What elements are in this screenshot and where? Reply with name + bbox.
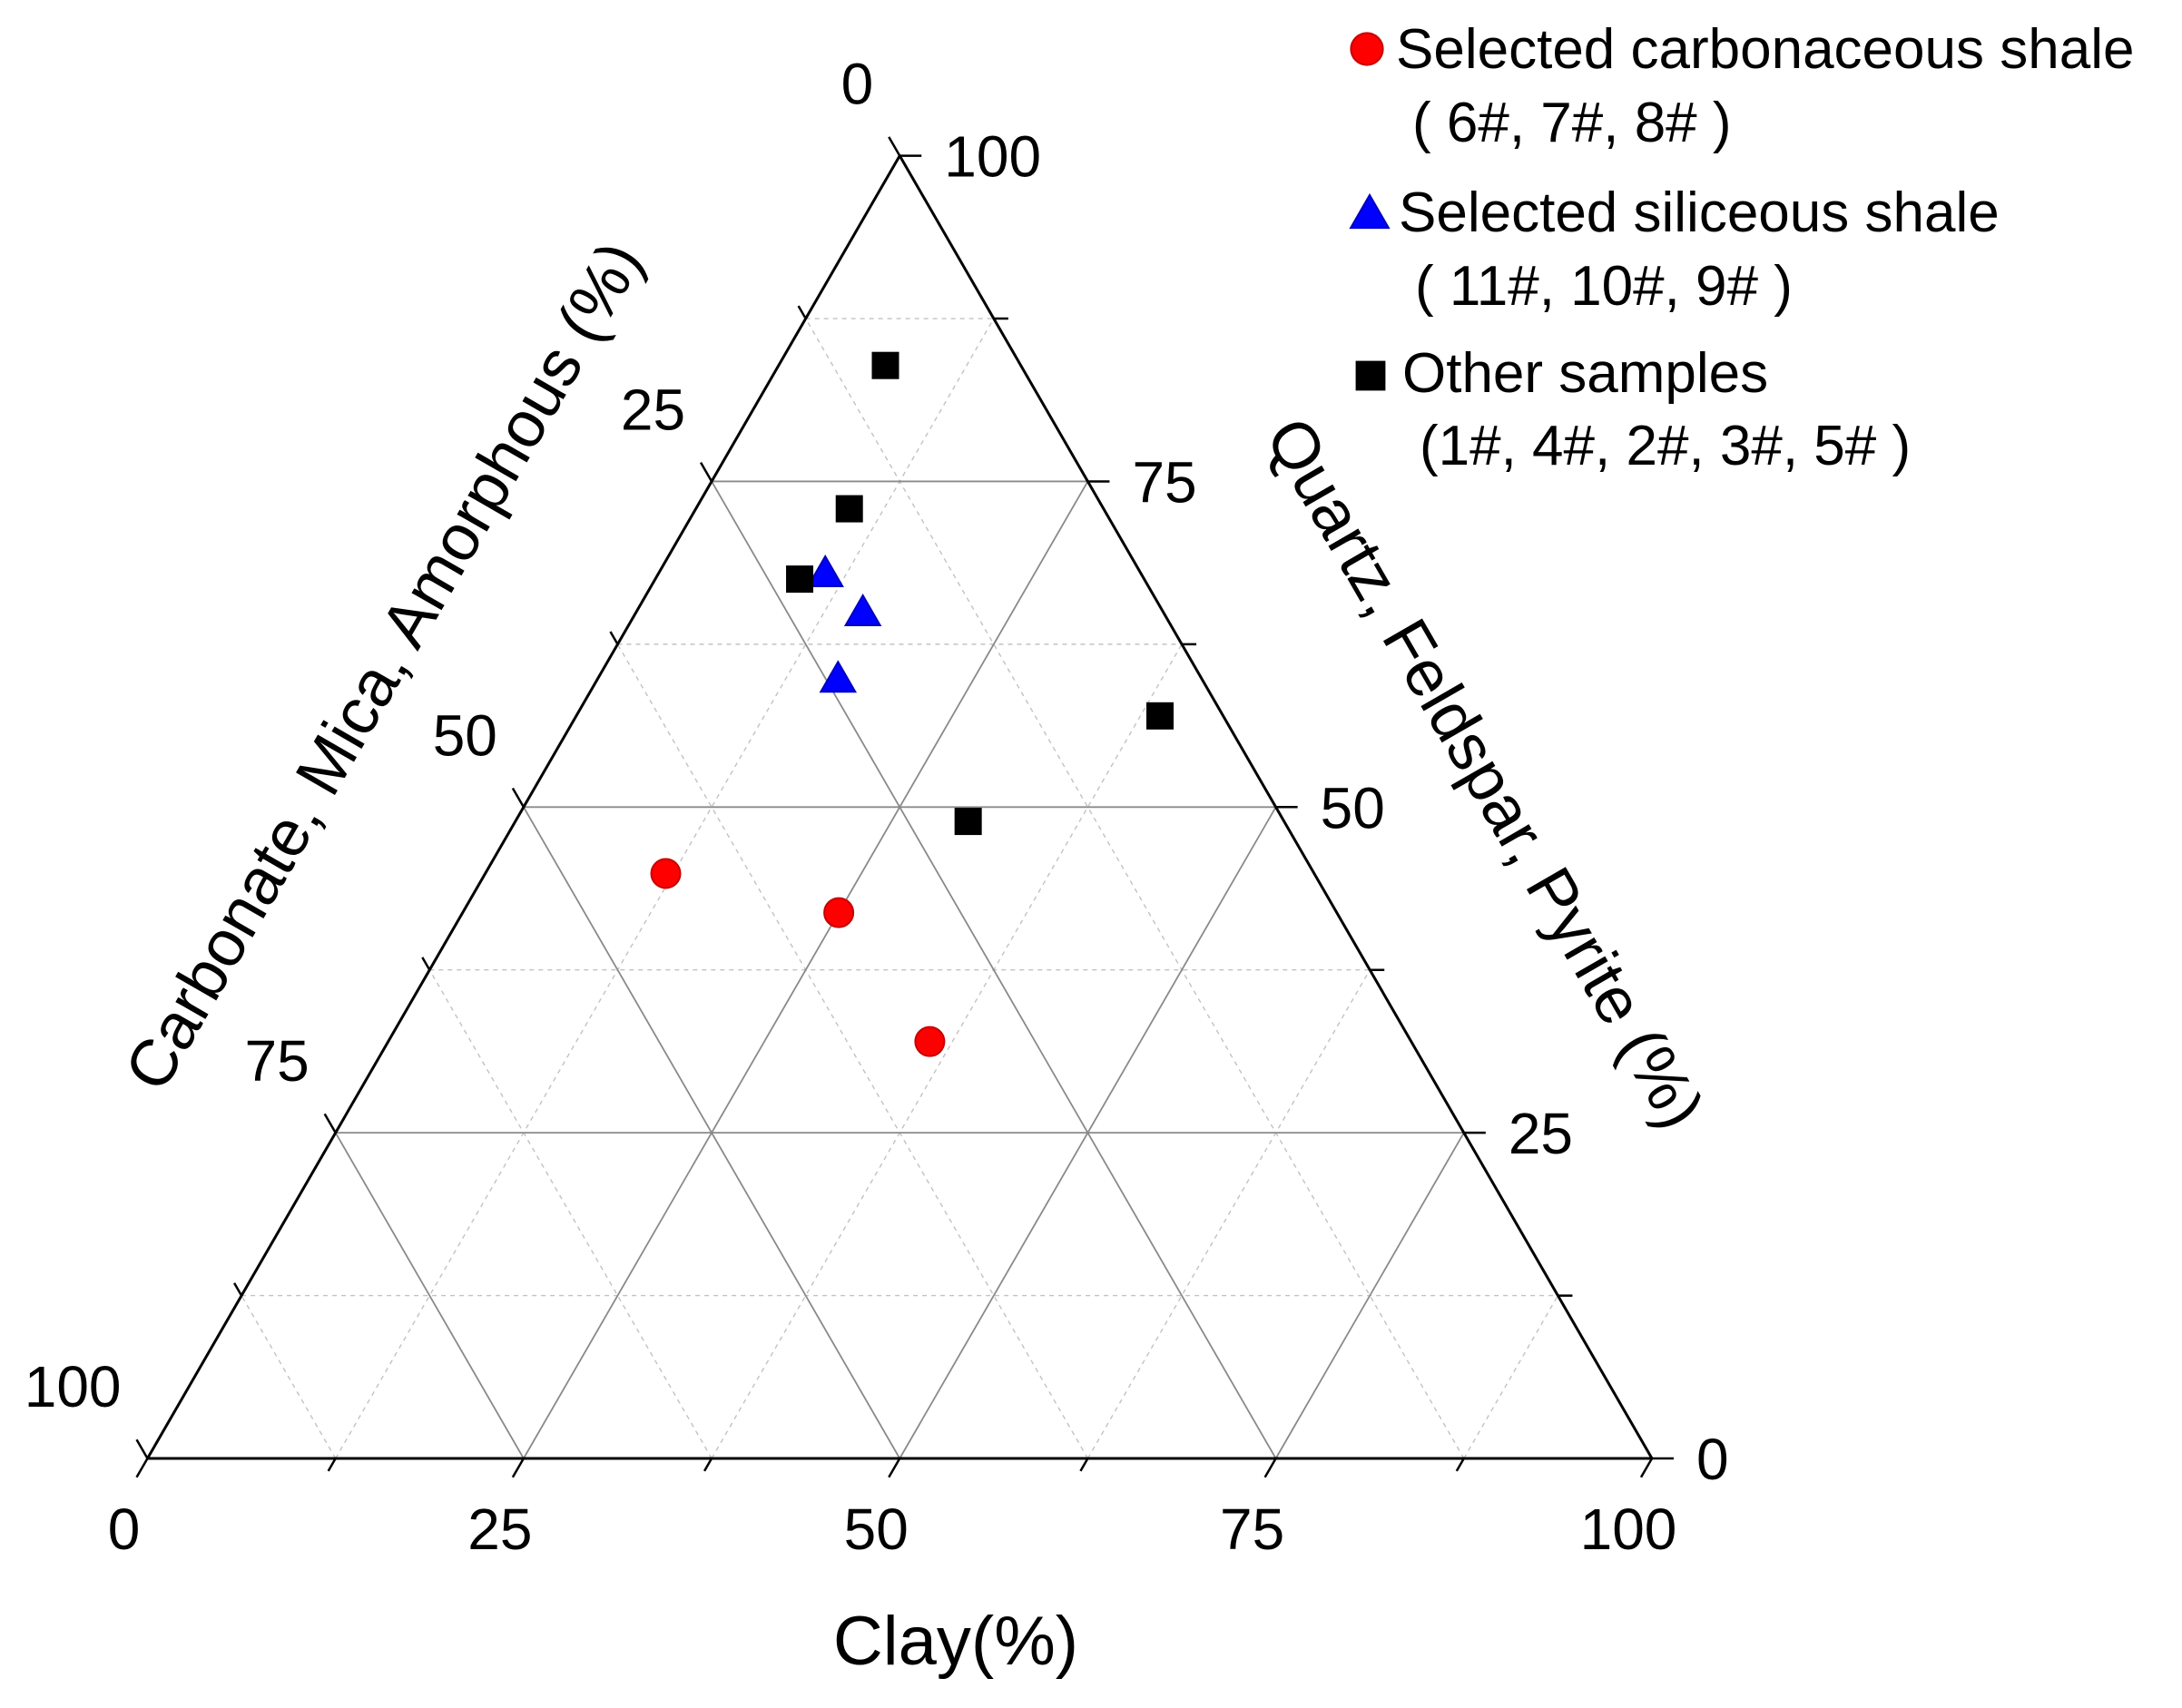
clay-tick-label-100: 100	[1580, 1497, 1677, 1562]
legend-marker-siliceous-shale-shape	[1349, 192, 1391, 230]
other-samples-point-5	[954, 808, 982, 836]
clay-axis-title: Clay(%)	[833, 1603, 1078, 1680]
legend-item-siliceous-shale: Selected siliceous shale ( 11#, 10#, 9# …	[1349, 182, 2000, 318]
legend-item-other-samples: Other samples (1#, 4#, 2#, 3#, 5# )	[1355, 342, 1911, 477]
carbonate-tick-label-100: 100	[25, 1354, 122, 1419]
data-points	[650, 351, 1174, 1057]
carbonate-minor-tick-62-5	[421, 957, 431, 971]
other-samples-point-4	[1145, 702, 1174, 730]
clay-tick-label-0: 0	[108, 1497, 141, 1562]
carbonate-tick-label-0: 0	[841, 52, 874, 117]
quartz-tick-label-75: 75	[1132, 449, 1196, 515]
carbonate-tick-100	[135, 1438, 149, 1459]
carbonate-minor-gridline-62-5	[428, 969, 713, 1459]
other-samples-point-3	[786, 565, 814, 594]
clay-tick-25	[511, 1458, 525, 1478]
carbonate-tick-50	[511, 787, 525, 808]
clay-tick-50	[888, 1458, 901, 1478]
clay-minor-tick-12-5	[327, 1458, 337, 1472]
legend-samples-siliceous-shale: ( 11#, 10#, 9# )	[1415, 255, 1793, 318]
carbonate-tick-label-75: 75	[245, 1028, 310, 1094]
quartz-tick-label-100: 100	[944, 124, 1041, 190]
carbonate-gridline-50	[523, 806, 901, 1459]
legend-samples-carbonaceous-shale: ( 6#, 7#, 8# )	[1412, 92, 1732, 154]
clay-minor-gridline-87-5	[1463, 1295, 1559, 1459]
legend-label-carbonaceous-shale: Selected carbonaceous shale	[1396, 18, 2134, 81]
quartz-tick-label-50: 50	[1321, 775, 1385, 840]
clay-tick-100	[1639, 1458, 1654, 1478]
legend-marker-other-samples-shape	[1355, 360, 1386, 391]
clay-minor-tick-62-5	[1079, 1458, 1089, 1472]
selected-siliceous-shale-point-3	[819, 660, 858, 693]
legend-marker-carbonaceous-shale-shape	[1350, 32, 1384, 66]
major-gridlines	[334, 480, 1465, 1459]
other-samples-point-1	[871, 351, 899, 379]
selected-carbonaceous-shale-point-1	[650, 858, 682, 889]
carbonate-minor-tick-37-5	[609, 631, 619, 645]
clay-gridline-50	[899, 806, 1277, 1459]
carbonate-tick-25	[699, 462, 713, 483]
clay-minor-gridline-37-5	[711, 643, 1183, 1459]
clay-tick-label-25: 25	[467, 1497, 532, 1562]
tick-marks	[135, 136, 1674, 1478]
legend: Selected carbonaceous shale ( 6#, 7#, 8#…	[1349, 18, 2134, 477]
selected-siliceous-shale-point-2	[843, 594, 882, 627]
clay-tick-0	[135, 1458, 149, 1478]
selected-siliceous-shale-point-1	[806, 554, 844, 587]
carbonate-tick-label-50: 50	[433, 702, 497, 768]
clay-minor-tick-37-5	[703, 1458, 713, 1472]
carbonate-tick-label-25: 25	[621, 377, 685, 442]
legend-item-carbonaceous-shale: Selected carbonaceous shale ( 6#, 7#, 8#…	[1350, 18, 2134, 154]
clay-minor-gridline-12-5	[335, 318, 995, 1459]
clay-gridline-75	[1274, 1132, 1465, 1459]
legend-marker-other-samples	[1355, 360, 1386, 391]
carbonate-minor-gridline-12-5	[805, 318, 1465, 1459]
clay-tick-label-75: 75	[1220, 1497, 1284, 1562]
tick-labels: 0 25 50 75 100 0 25 50 75 100 0 25 50 75 100	[25, 52, 1729, 1562]
carbonate-tick-0	[888, 136, 901, 157]
selected-carbonaceous-shale-point-3	[914, 1026, 946, 1057]
clay-tick-label-50: 50	[844, 1497, 909, 1562]
quartz-tick-label-0: 0	[1696, 1427, 1729, 1492]
carbonate-minor-tick-12-5	[797, 305, 807, 319]
legend-marker-siliceous-shale	[1349, 192, 1391, 230]
legend-marker-carbonaceous-shale	[1350, 32, 1384, 66]
carbonate-minor-gridline-37-5	[616, 643, 1089, 1459]
clay-minor-gridline-62-5	[1086, 969, 1371, 1459]
carbonate-minor-tick-87-5	[233, 1282, 243, 1297]
legend-label-siliceous-shale: Selected siliceous shale	[1399, 182, 2000, 244]
clay-minor-tick-87-5	[1455, 1458, 1465, 1472]
carbonate-gridline-25	[711, 481, 1277, 1459]
minor-gridlines	[241, 318, 1559, 1459]
legend-samples-other-samples: (1#, 4#, 2#, 3#, 5# )	[1420, 415, 1911, 477]
other-samples-point-2	[835, 495, 863, 523]
carbonate-gridline-75	[334, 1132, 525, 1459]
clay-gridline-25	[523, 481, 1089, 1459]
selected-carbonaceous-shale-point-2	[823, 897, 855, 928]
legend-label-other-samples: Other samples	[1402, 342, 1768, 405]
carbonate-tick-75	[323, 1113, 337, 1134]
clay-tick-75	[1263, 1458, 1277, 1478]
carbonate-minor-gridline-87-5	[241, 1295, 337, 1459]
quartz-tick-label-25: 25	[1509, 1101, 1573, 1166]
